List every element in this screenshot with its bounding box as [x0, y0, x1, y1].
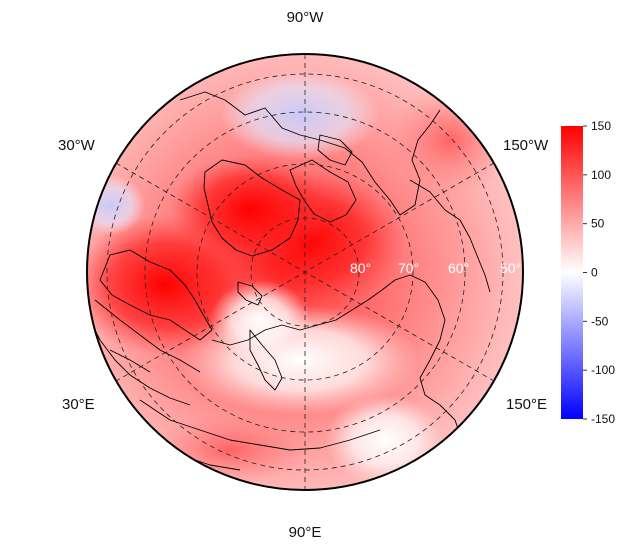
field-min-atlantic	[87, 175, 145, 235]
lon-label-lower-right: 150°E	[506, 396, 547, 413]
colorbar-tick-label: -50	[591, 314, 609, 328]
colorbar-tick-label: 0	[591, 266, 598, 280]
coast-north-america	[179, 91, 441, 216]
longitude-labels: 90°W 30°W 150°W 30°E 150°E 90°E	[58, 9, 549, 541]
colorbar-tick-label: 50	[591, 217, 605, 231]
lon-label-upper-left: 30°W	[58, 137, 96, 154]
colorbar-ramp	[561, 126, 583, 419]
field-min-east	[325, 395, 445, 485]
colorbar-ticks: 150 100 50 0 -50 -100 -150	[583, 119, 615, 426]
coast-novaya-zemlya	[237, 281, 263, 306]
borders-europe-asia	[94, 299, 381, 471]
colorbar-tick-label: -100	[591, 363, 615, 377]
coast-taymyr	[249, 329, 283, 391]
colorbar-tick-label: -150	[591, 412, 615, 426]
field-max-greenland	[170, 155, 330, 265]
latitude-labels: 80° 70° 60° 50°	[350, 260, 521, 276]
graticule	[106, 54, 504, 490]
coast-siberia	[211, 274, 446, 406]
meridian-150w-30e	[115, 162, 495, 382]
colorbar-tick-label: 150	[591, 119, 611, 133]
field-max-pacific	[385, 85, 515, 195]
coast-greenland	[203, 159, 301, 257]
field-max-asia-south	[150, 415, 310, 485]
colorbar-tick-label: 100	[591, 168, 611, 182]
lon-label-bottom: 90°E	[289, 524, 322, 541]
coast-scandinavia	[99, 249, 213, 341]
coast-europe	[89, 319, 191, 406]
lat-label-60: 60°	[448, 260, 469, 276]
lat-label-70: 70°	[398, 260, 419, 276]
lon-label-top: 90°W	[287, 9, 325, 26]
colorbar: 150 100 50 0 -50 -100 -150	[561, 119, 615, 426]
lat-label-50: 50°	[500, 260, 521, 276]
latitude-circle-60	[144, 111, 466, 433]
field-min-canada	[220, 70, 380, 160]
lat-label-80: 80°	[350, 260, 371, 276]
coast-alaska	[409, 179, 491, 293]
coast-canadian-archipelago	[289, 134, 357, 223]
lon-label-upper-right: 150°W	[503, 137, 549, 154]
field-min-kara	[210, 280, 310, 360]
lon-label-lower-left: 30°E	[62, 396, 95, 413]
map-boundary	[86, 53, 524, 491]
